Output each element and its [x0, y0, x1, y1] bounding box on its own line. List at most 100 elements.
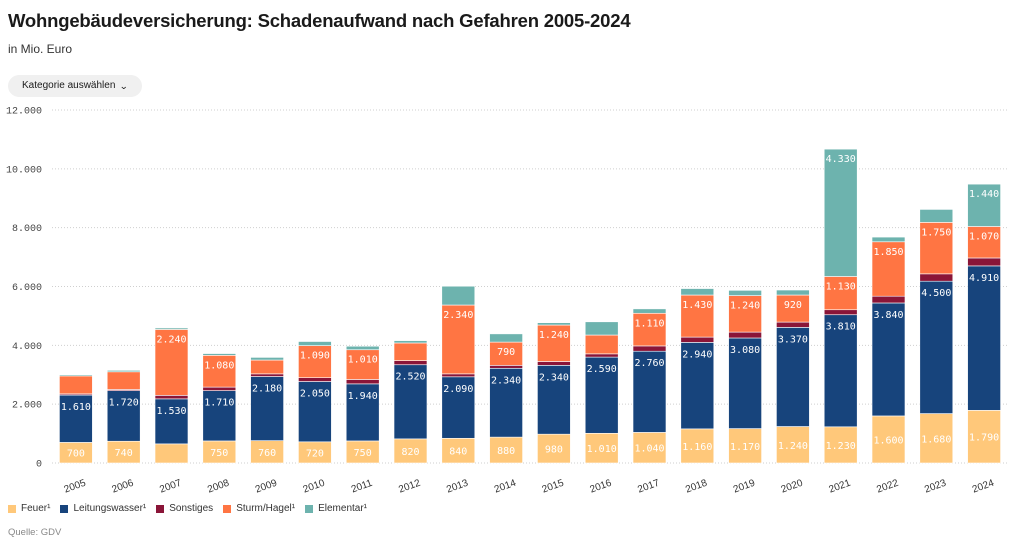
bar-segment-sonstiges[interactable] [489, 365, 523, 369]
bar-segment-feuer[interactable] [632, 432, 667, 464]
bar-stack-2022[interactable] [871, 236, 906, 464]
bar-segment-elementar[interactable] [728, 290, 762, 296]
bar-segment-feuer[interactable] [537, 433, 571, 464]
bar-stack-2017[interactable] [632, 308, 667, 464]
bar-segment-leitungswasser[interactable] [345, 383, 380, 442]
bar-segment-leitungswasser[interactable] [393, 364, 428, 440]
bar-segment-elementar[interactable] [919, 209, 954, 223]
bar-segment-sonstiges[interactable] [250, 373, 284, 377]
bar-stack-2016[interactable] [584, 321, 619, 464]
bar-segment-sturmhagel[interactable] [919, 222, 954, 275]
bar-stack-2010[interactable] [298, 341, 332, 464]
bar-segment-feuer[interactable] [489, 436, 523, 464]
bar-segment-elementar[interactable] [59, 374, 93, 377]
bar-segment-sturmhagel[interactable] [202, 355, 237, 388]
legend-item[interactable]: Elementar¹ [305, 503, 367, 514]
bar-segment-sonstiges[interactable] [441, 373, 476, 378]
bar-segment-sonstiges[interactable] [202, 386, 237, 391]
bar-segment-leitungswasser[interactable] [202, 390, 237, 442]
legend-item[interactable]: Sonstiges [156, 503, 213, 514]
bar-segment-sonstiges[interactable] [584, 353, 619, 358]
bar-segment-feuer[interactable] [967, 410, 1001, 464]
bar-stack-2014[interactable] [489, 333, 523, 464]
bar-segment-sonstiges[interactable] [728, 331, 762, 339]
bar-segment-sturmhagel[interactable] [728, 295, 762, 333]
bar-segment-elementar[interactable] [298, 341, 332, 346]
bar-stack-2013[interactable] [441, 285, 476, 464]
bar-segment-sturmhagel[interactable] [345, 349, 380, 380]
bar-segment-sturmhagel[interactable] [441, 304, 476, 375]
bar-segment-sturmhagel[interactable] [823, 276, 858, 311]
bar-stack-2020[interactable] [776, 289, 810, 464]
bar-segment-elementar[interactable] [106, 370, 141, 373]
bar-segment-sturmhagel[interactable] [537, 324, 571, 362]
bar-segment-elementar[interactable] [202, 353, 237, 356]
bar-segment-sturmhagel[interactable] [632, 312, 667, 347]
bar-segment-sonstiges[interactable] [632, 345, 667, 352]
bar-segment-elementar[interactable] [393, 340, 428, 344]
bar-segment-leitungswasser[interactable] [919, 280, 954, 414]
bar-stack-2018[interactable] [680, 288, 715, 464]
bar-segment-sonstiges[interactable] [393, 360, 428, 366]
bar-stack-2015[interactable] [537, 322, 571, 464]
bar-segment-elementar[interactable] [871, 236, 906, 243]
bar-segment-sturmhagel[interactable] [154, 329, 189, 396]
bar-segment-leitungswasser[interactable] [59, 394, 93, 443]
bar-segment-feuer[interactable] [441, 437, 476, 464]
bar-segment-sturmhagel[interactable] [106, 371, 141, 390]
bar-segment-sonstiges[interactable] [823, 309, 858, 316]
bar-segment-sonstiges[interactable] [154, 395, 189, 400]
bar-segment-sturmhagel[interactable] [393, 342, 428, 361]
bar-segment-leitungswasser[interactable] [154, 398, 189, 445]
bar-segment-leitungswasser[interactable] [298, 381, 332, 443]
category-dropdown[interactable]: Kategorie auswählen ⌄ [8, 75, 142, 97]
bar-segment-sturmhagel[interactable] [967, 226, 1001, 259]
bar-segment-sturmhagel[interactable] [298, 345, 332, 378]
bar-stack-2009[interactable] [250, 357, 284, 464]
bar-segment-elementar[interactable] [584, 321, 619, 336]
bar-segment-feuer[interactable] [154, 443, 189, 464]
bar-segment-leitungswasser[interactable] [871, 302, 906, 417]
bar-segment-sturmhagel[interactable] [680, 294, 715, 338]
bar-segment-sturmhagel[interactable] [250, 359, 284, 375]
bar-segment-feuer[interactable] [871, 415, 906, 464]
bar-segment-leitungswasser[interactable] [632, 350, 667, 433]
bar-segment-leitungswasser[interactable] [776, 327, 810, 427]
bar-stack-2006[interactable] [106, 370, 141, 464]
bar-segment-elementar[interactable] [776, 289, 810, 296]
bar-segment-sonstiges[interactable] [919, 273, 954, 282]
bar-segment-elementar[interactable] [250, 357, 284, 361]
bar-segment-leitungswasser[interactable] [680, 342, 715, 430]
bar-stack-2005[interactable] [59, 374, 93, 464]
bar-segment-sonstiges[interactable] [345, 379, 380, 385]
legend-item[interactable]: Sturm/Hagel¹ [223, 503, 295, 514]
bar-stack-2011[interactable] [345, 345, 380, 464]
bar-stack-2007[interactable] [154, 327, 189, 464]
bar-segment-sonstiges[interactable] [298, 377, 332, 382]
bar-segment-leitungswasser[interactable] [728, 337, 762, 429]
bar-segment-sonstiges[interactable] [680, 336, 715, 343]
bar-segment-leitungswasser[interactable] [250, 376, 284, 441]
bar-segment-sturmhagel[interactable] [59, 375, 93, 395]
bar-segment-sonstiges[interactable] [537, 361, 571, 366]
bar-segment-leitungswasser[interactable] [823, 314, 858, 428]
bar-segment-elementar[interactable] [823, 148, 858, 277]
bar-segment-leitungswasser[interactable] [537, 365, 571, 435]
bar-segment-leitungswasser[interactable] [106, 390, 141, 442]
legend-item[interactable]: Feuer¹ [8, 503, 50, 514]
bar-segment-feuer[interactable] [680, 428, 715, 464]
bar-segment-elementar[interactable] [489, 333, 523, 343]
bar-segment-elementar[interactable] [345, 345, 380, 351]
bar-stack-2021[interactable] [823, 148, 858, 464]
bar-segment-sturmhagel[interactable] [584, 334, 619, 355]
bar-stack-2008[interactable] [202, 353, 237, 464]
bar-segment-feuer[interactable] [823, 426, 858, 464]
bar-segment-sturmhagel[interactable] [776, 294, 810, 323]
bar-segment-leitungswasser[interactable] [967, 265, 1001, 411]
bar-stack-2019[interactable] [728, 290, 762, 464]
legend-item[interactable]: Leitungswasser¹ [60, 503, 146, 514]
bar-segment-sturmhagel[interactable] [871, 241, 906, 297]
bar-segment-sonstiges[interactable] [871, 295, 906, 304]
bar-segment-feuer[interactable] [919, 413, 954, 464]
bar-segment-elementar[interactable] [537, 322, 571, 326]
